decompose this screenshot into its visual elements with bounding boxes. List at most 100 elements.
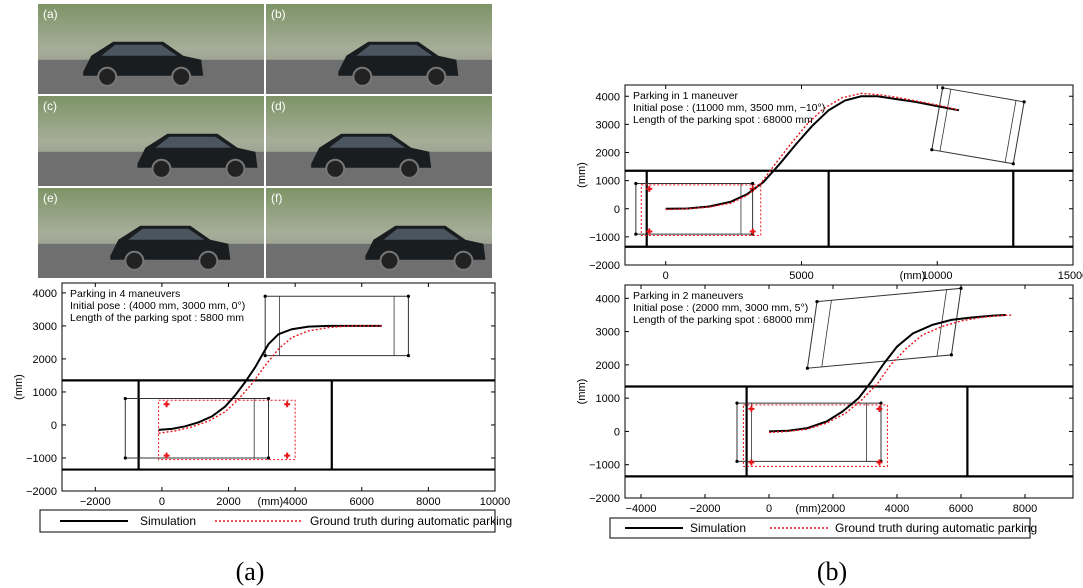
photo-label: (d) bbox=[271, 99, 286, 113]
chart-annotation: Length of the parking spot : 68000 mm bbox=[633, 114, 813, 126]
legend-ground-truth-label: Ground truth during automatic parking bbox=[835, 521, 1037, 535]
ground-truth-marker bbox=[163, 401, 170, 408]
plot-area bbox=[624, 284, 1074, 499]
y-axis-label: (mm) bbox=[576, 379, 588, 405]
chart-annotation: Initial pose : (2000 mm, 3000 mm, 5°) bbox=[633, 302, 808, 314]
vehicle-corner bbox=[1022, 100, 1026, 104]
y-tick-label: 1000 bbox=[596, 393, 620, 405]
vehicle-corner bbox=[263, 294, 267, 298]
photo-label: (e) bbox=[43, 191, 58, 205]
chart-annotation: Length of the parking spot : 5800 mm bbox=[70, 312, 244, 324]
y-tick-label: −1000 bbox=[589, 232, 620, 244]
series-simulation bbox=[768, 314, 1006, 433]
ground-truth-marker bbox=[876, 405, 883, 412]
x-tick-label: 10000 bbox=[480, 496, 511, 508]
vehicle-corner bbox=[634, 181, 638, 186]
photo-label: (f) bbox=[271, 191, 282, 205]
ground-truth-marker bbox=[284, 401, 291, 408]
legend-ground-truth-label: Ground truth during automatic parking bbox=[310, 514, 512, 528]
caption-b: (b) bbox=[817, 557, 847, 586]
legend-simulation-label: Simulation bbox=[140, 514, 196, 528]
x-tick-label: 5000 bbox=[789, 270, 813, 282]
vehicle-corner bbox=[266, 396, 271, 401]
legend-simulation-label: Simulation bbox=[690, 521, 746, 535]
y-tick-label: −2000 bbox=[589, 493, 620, 505]
photo-label: (a) bbox=[43, 7, 58, 21]
y-tick-label: 0 bbox=[614, 204, 620, 216]
ground-truth-marker bbox=[749, 228, 756, 235]
y-tick-label: 3000 bbox=[33, 321, 57, 333]
x-tick-label: −4000 bbox=[626, 503, 657, 515]
caption-a: (a) bbox=[236, 557, 265, 586]
y-tick-label: 4000 bbox=[596, 293, 620, 305]
ground-truth-vehicle-outline bbox=[158, 399, 296, 461]
vehicle-corner bbox=[634, 232, 638, 236]
vehicle-corner bbox=[941, 86, 945, 90]
x-tick-label: 2000 bbox=[216, 496, 240, 508]
series-simulation bbox=[665, 95, 960, 210]
vehicle-corner bbox=[879, 401, 883, 405]
photo-cell: (b) bbox=[266, 4, 492, 94]
photo-grid: (a) (b) (c) (d) (e) (f) bbox=[38, 4, 492, 278]
ground-truth-marker bbox=[748, 405, 755, 412]
y-tick-label: 2000 bbox=[596, 148, 620, 160]
y-tick-label: 1000 bbox=[596, 176, 620, 188]
vehicle-corner bbox=[815, 300, 819, 304]
plot-area bbox=[61, 282, 496, 492]
vehicle-corner bbox=[735, 459, 739, 463]
legend-a: Simulation Ground truth during automatic… bbox=[39, 509, 512, 533]
x-axis-label: (mm) bbox=[900, 270, 926, 282]
x-tick-label: 6000 bbox=[350, 496, 374, 508]
x-tick-label: 4000 bbox=[283, 496, 307, 508]
x-tick-label: 0 bbox=[663, 270, 669, 282]
ground-truth-vehicle-outline bbox=[742, 404, 888, 467]
x-tick-label: 15000 bbox=[1058, 270, 1083, 282]
vehicle-corner bbox=[406, 354, 410, 358]
ground-truth-marker bbox=[876, 459, 883, 466]
x-tick-label: 2000 bbox=[821, 503, 845, 515]
y-tick-label: −2000 bbox=[26, 486, 57, 498]
vehicle-corner bbox=[805, 366, 810, 370]
plot-area bbox=[624, 84, 1074, 266]
photo-cell: (a) bbox=[38, 4, 264, 94]
photo-cell: (f) bbox=[266, 188, 492, 278]
vehicle-corner bbox=[406, 294, 410, 298]
ground-truth-marker bbox=[284, 452, 291, 459]
legend-b: Simulation Ground truth during automatic… bbox=[609, 517, 1037, 539]
vehicle-corner bbox=[751, 181, 755, 186]
x-tick-label: 0 bbox=[159, 496, 165, 508]
vehicle-corner bbox=[123, 396, 127, 401]
y-axis-label: (mm) bbox=[576, 162, 588, 188]
chart-annotation: Parking in 4 maneuvers bbox=[70, 288, 180, 300]
chart-annotation: Parking in 2 maneuvers bbox=[633, 290, 743, 302]
x-axis-label: (mm) bbox=[795, 503, 821, 515]
y-tick-label: −2000 bbox=[589, 260, 620, 272]
ground-truth-marker bbox=[748, 459, 755, 466]
y-tick-label: 0 bbox=[51, 420, 57, 432]
photo-label: (b) bbox=[271, 7, 286, 21]
vehicle-corner bbox=[1011, 162, 1015, 166]
x-tick-label: 8000 bbox=[416, 496, 440, 508]
photo-cell: (d) bbox=[266, 96, 492, 186]
y-tick-label: 2000 bbox=[33, 354, 57, 366]
x-tick-label: −2000 bbox=[80, 496, 111, 508]
y-tick-label: 3000 bbox=[596, 119, 620, 131]
vehicle-corner bbox=[959, 286, 963, 290]
y-tick-label: −1000 bbox=[589, 460, 620, 472]
chart-annotation: Initial pose : (4000 mm, 3000 mm, 0°) bbox=[70, 300, 245, 312]
y-tick-label: 0 bbox=[614, 426, 620, 438]
x-tick-label: 10000 bbox=[922, 270, 953, 282]
x-tick-label: −2000 bbox=[690, 503, 721, 515]
y-tick-label: 3000 bbox=[596, 327, 620, 339]
chart-parking-4-maneuvers: −2000 0 2000 4000 6000 8000 10000 −2000 −1000 0 10… bbox=[13, 282, 511, 508]
vehicle-corner bbox=[735, 401, 739, 405]
x-axis-label: (mm) bbox=[257, 496, 283, 508]
vehicle-corner bbox=[930, 148, 934, 152]
x-tick-label: 8000 bbox=[1013, 503, 1037, 515]
y-axis-label: (mm) bbox=[13, 374, 25, 400]
ground-truth-marker bbox=[646, 228, 653, 235]
y-tick-label: 2000 bbox=[596, 360, 620, 372]
x-tick-label: 4000 bbox=[885, 503, 909, 515]
y-tick-label: 4000 bbox=[596, 91, 620, 103]
